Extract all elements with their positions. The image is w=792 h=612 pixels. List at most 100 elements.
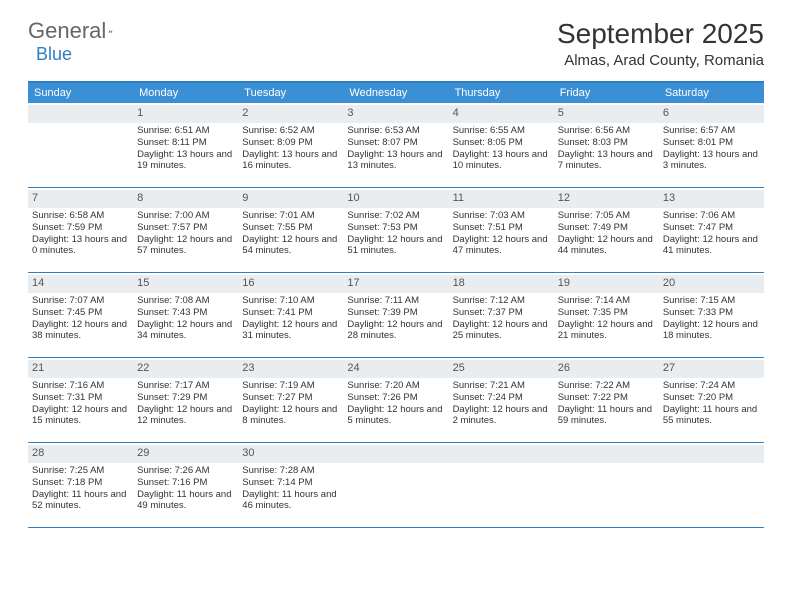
day-number: 15 bbox=[133, 275, 238, 293]
daylight-text: Daylight: 13 hours and 3 minutes. bbox=[663, 149, 760, 173]
sunset-text: Sunset: 7:47 PM bbox=[663, 222, 760, 234]
day-number bbox=[659, 445, 764, 463]
daylight-text: Daylight: 12 hours and 25 minutes. bbox=[453, 319, 550, 343]
sunset-text: Sunset: 8:09 PM bbox=[242, 137, 339, 149]
day-number: 28 bbox=[28, 445, 133, 463]
daylight-text: Daylight: 12 hours and 47 minutes. bbox=[453, 234, 550, 258]
daylight-text: Daylight: 12 hours and 44 minutes. bbox=[558, 234, 655, 258]
day-cell: 17Sunrise: 7:11 AMSunset: 7:39 PMDayligh… bbox=[343, 273, 448, 357]
sunrise-text: Sunrise: 7:11 AM bbox=[347, 295, 444, 307]
sunrise-text: Sunrise: 7:12 AM bbox=[453, 295, 550, 307]
daylight-text: Daylight: 12 hours and 57 minutes. bbox=[137, 234, 234, 258]
sunset-text: Sunset: 7:45 PM bbox=[32, 307, 129, 319]
daylight-text: Daylight: 11 hours and 59 minutes. bbox=[558, 404, 655, 428]
day-number: 30 bbox=[238, 445, 343, 463]
sunset-text: Sunset: 8:07 PM bbox=[347, 137, 444, 149]
sunrise-text: Sunrise: 7:07 AM bbox=[32, 295, 129, 307]
sunrise-text: Sunrise: 7:22 AM bbox=[558, 380, 655, 392]
daylight-text: Daylight: 12 hours and 15 minutes. bbox=[32, 404, 129, 428]
sunrise-text: Sunrise: 7:17 AM bbox=[137, 380, 234, 392]
day-number: 11 bbox=[449, 190, 554, 208]
day-number: 23 bbox=[238, 360, 343, 378]
logo-text-general: General bbox=[28, 18, 106, 44]
day-number bbox=[28, 105, 133, 123]
dow-cell: Monday bbox=[133, 83, 238, 103]
day-number: 8 bbox=[133, 190, 238, 208]
day-number: 21 bbox=[28, 360, 133, 378]
logo-text-blue: Blue bbox=[36, 44, 72, 65]
sunrise-text: Sunrise: 7:20 AM bbox=[347, 380, 444, 392]
day-cell: 21 Sunrise: 7:16 AMSunset: 7:31 PMDayligh… bbox=[28, 358, 133, 442]
day-cell bbox=[554, 443, 659, 527]
header: General September 2025 Almas, Arad Count… bbox=[0, 0, 792, 73]
dow-cell: Wednesday bbox=[343, 83, 448, 103]
daylight-text: Daylight: 13 hours and 19 minutes. bbox=[137, 149, 234, 173]
week-row: 28Sunrise: 7:25 AMSunset: 7:18 PMDayligh… bbox=[28, 443, 764, 528]
daylight-text: Daylight: 13 hours and 10 minutes. bbox=[453, 149, 550, 173]
day-cell: 4 Sunrise: 6:55 AMSunset: 8:05 PMDaylight… bbox=[449, 103, 554, 187]
day-number: 10 bbox=[343, 190, 448, 208]
sunset-text: Sunset: 8:03 PM bbox=[558, 137, 655, 149]
sunset-text: Sunset: 7:27 PM bbox=[242, 392, 339, 404]
sunrise-text: Sunrise: 6:57 AM bbox=[663, 125, 760, 137]
day-cell: 1Sunrise: 6:51 AMSunset: 8:11 PMDaylight… bbox=[133, 103, 238, 187]
daylight-text: Daylight: 12 hours and 28 minutes. bbox=[347, 319, 444, 343]
sunset-text: Sunset: 7:33 PM bbox=[663, 307, 760, 319]
sunset-text: Sunset: 7:26 PM bbox=[347, 392, 444, 404]
day-cell bbox=[659, 443, 764, 527]
sunset-text: Sunset: 7:37 PM bbox=[453, 307, 550, 319]
sunset-text: Sunset: 7:31 PM bbox=[32, 392, 129, 404]
dow-header-row: SundayMondayTuesdayWednesdayThursdayFrid… bbox=[28, 83, 764, 103]
daylight-text: Daylight: 13 hours and 13 minutes. bbox=[347, 149, 444, 173]
sunrise-text: Sunrise: 7:19 AM bbox=[242, 380, 339, 392]
daylight-text: Daylight: 11 hours and 55 minutes. bbox=[663, 404, 760, 428]
dow-cell: Friday bbox=[554, 83, 659, 103]
sunrise-text: Sunrise: 6:58 AM bbox=[32, 210, 129, 222]
sunrise-text: Sunrise: 7:14 AM bbox=[558, 295, 655, 307]
day-cell: 10Sunrise: 7:02 AMSunset: 7:53 PMDayligh… bbox=[343, 188, 448, 272]
sunrise-text: Sunrise: 7:00 AM bbox=[137, 210, 234, 222]
daylight-text: Daylight: 12 hours and 2 minutes. bbox=[453, 404, 550, 428]
sunset-text: Sunset: 7:39 PM bbox=[347, 307, 444, 319]
day-cell: 7Sunrise: 6:58 AMSunset: 7:59 PMDaylight… bbox=[28, 188, 133, 272]
sunset-text: Sunset: 7:49 PM bbox=[558, 222, 655, 234]
day-cell: 14 Sunrise: 7:07 AMSunset: 7:45 PMDayligh… bbox=[28, 273, 133, 357]
day-number bbox=[343, 445, 448, 463]
daylight-text: Daylight: 11 hours and 46 minutes. bbox=[242, 489, 339, 513]
sunset-text: Sunset: 7:22 PM bbox=[558, 392, 655, 404]
daylight-text: Daylight: 12 hours and 38 minutes. bbox=[32, 319, 129, 343]
day-cell: 28Sunrise: 7:25 AMSunset: 7:18 PMDayligh… bbox=[28, 443, 133, 527]
sunrise-text: Sunrise: 6:55 AM bbox=[453, 125, 550, 137]
sunrise-text: Sunrise: 7:21 AM bbox=[453, 380, 550, 392]
dow-cell: Sunday bbox=[28, 83, 133, 103]
dow-cell: Tuesday bbox=[238, 83, 343, 103]
day-cell: 22Sunrise: 7:17 AMSunset: 7:29 PMDayligh… bbox=[133, 358, 238, 442]
week-row: 1Sunrise: 6:51 AMSunset: 8:11 PMDaylight… bbox=[28, 103, 764, 188]
sunset-text: Sunset: 7:18 PM bbox=[32, 477, 129, 489]
sunset-text: Sunset: 7:41 PM bbox=[242, 307, 339, 319]
daylight-text: Daylight: 12 hours and 31 minutes. bbox=[242, 319, 339, 343]
day-cell: 27Sunrise: 7:24 AMSunset: 7:20 PMDayligh… bbox=[659, 358, 764, 442]
sunset-text: Sunset: 8:05 PM bbox=[453, 137, 550, 149]
logo: General bbox=[28, 18, 132, 44]
day-cell: 25Sunrise: 7:21 AMSunset: 7:24 PMDayligh… bbox=[449, 358, 554, 442]
daylight-text: Daylight: 12 hours and 18 minutes. bbox=[663, 319, 760, 343]
day-number bbox=[554, 445, 659, 463]
sunrise-text: Sunrise: 7:02 AM bbox=[347, 210, 444, 222]
day-cell: 23 Sunrise: 7:19 AMSunset: 7:27 PMDayligh… bbox=[238, 358, 343, 442]
daylight-text: Daylight: 12 hours and 41 minutes. bbox=[663, 234, 760, 258]
sunrise-text: Sunrise: 7:28 AM bbox=[242, 465, 339, 477]
sunrise-text: Sunrise: 7:16 AM bbox=[32, 380, 129, 392]
sunrise-text: Sunrise: 7:24 AM bbox=[663, 380, 760, 392]
sunset-text: Sunset: 7:43 PM bbox=[137, 307, 234, 319]
day-number: 14 bbox=[28, 275, 133, 293]
day-number: 4 bbox=[449, 105, 554, 123]
daylight-text: Daylight: 13 hours and 16 minutes. bbox=[242, 149, 339, 173]
day-number: 7 bbox=[28, 190, 133, 208]
day-number bbox=[449, 445, 554, 463]
day-number: 12 bbox=[554, 190, 659, 208]
day-number: 9 bbox=[238, 190, 343, 208]
day-number: 1 bbox=[133, 105, 238, 123]
daylight-text: Daylight: 12 hours and 8 minutes. bbox=[242, 404, 339, 428]
sunrise-text: Sunrise: 7:08 AM bbox=[137, 295, 234, 307]
